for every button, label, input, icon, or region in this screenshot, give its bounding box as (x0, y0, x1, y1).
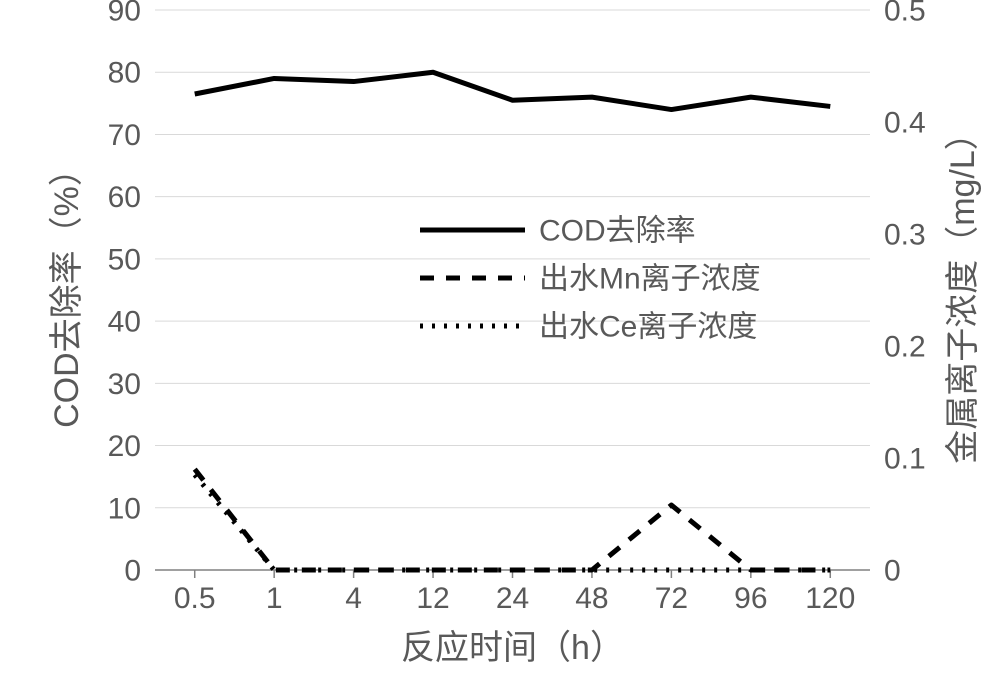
y-right-tick-label: 0 (884, 555, 901, 588)
y-right-tick-label: 0.5 (884, 0, 926, 28)
x-tick-label: 72 (655, 582, 688, 615)
y-right-tick-label: 0.3 (884, 219, 926, 252)
x-axis-title: 反应时间（h） (401, 629, 624, 667)
x-tick-label: 48 (575, 582, 608, 615)
y-left-tick-label: 70 (108, 119, 141, 152)
x-tick-label: 120 (805, 582, 855, 615)
x-tick-label: 96 (734, 582, 767, 615)
y-right-tick-label: 0.2 (884, 331, 926, 364)
x-tick-label: 4 (345, 582, 362, 615)
y-left-tick-label: 60 (108, 181, 141, 214)
y-right-tick-label: 0.4 (884, 107, 926, 140)
y-left-tick-label: 0 (124, 555, 141, 588)
legend-label-ce: 出水Ce离子浓度 (539, 311, 757, 344)
y-right-tick-label: 0.1 (884, 443, 926, 476)
y-left-tick-label: 30 (108, 368, 141, 401)
y-left-tick-label: 40 (108, 306, 141, 339)
legend-label-mn: 出水Mn离子浓度 (539, 263, 761, 296)
legend-label-cod: COD去除率 (539, 215, 696, 248)
y-left-tick-label: 10 (108, 492, 141, 525)
chart-svg: 0.5 1 4 12 24 48 72 96 120 反应时间（h） 0 10 20 30 40 50 60 70… (0, 0, 1000, 688)
x-tick-label: 12 (416, 582, 449, 615)
y-left-tick-label: 20 (108, 430, 141, 463)
x-tick-label: 24 (496, 582, 529, 615)
y-left-tick-label: 90 (108, 0, 141, 28)
y-left-tick-label: 50 (108, 243, 141, 276)
y-right-axis-title: 金属离子浓度（mg/L） (944, 116, 982, 464)
x-tick-label: 0.5 (174, 582, 216, 615)
dual-axis-line-chart: 0.5 1 4 12 24 48 72 96 120 反应时间（h） 0 10 20 30 40 50 60 70… (0, 0, 1000, 688)
x-tick-label: 1 (266, 582, 283, 615)
y-left-tick-label: 80 (108, 57, 141, 90)
y-left-axis-title: COD去除率（%） (48, 152, 86, 428)
